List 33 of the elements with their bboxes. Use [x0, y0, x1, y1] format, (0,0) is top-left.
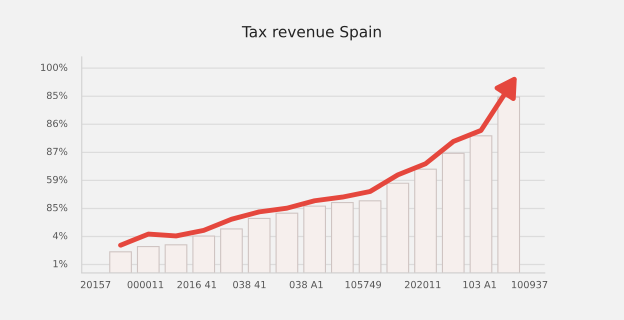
bar — [386, 182, 410, 273]
bar — [109, 251, 132, 273]
text: 87% — [46, 148, 68, 156]
text: 038 A1 — [290, 280, 323, 288]
bar — [414, 168, 437, 273]
bar — [192, 235, 216, 273]
bar — [164, 244, 188, 273]
text: 85% — [46, 92, 68, 100]
bar — [330, 202, 354, 273]
text: 20157 — [80, 280, 110, 288]
text: 4% — [52, 232, 68, 240]
bar — [358, 200, 382, 273]
text: 100% — [41, 64, 68, 71]
text: 100937 — [512, 280, 548, 288]
bar — [220, 228, 243, 273]
text: 103 A1 — [463, 280, 496, 288]
bar — [442, 152, 465, 273]
text: 86% — [46, 120, 68, 128]
text: 202011 — [404, 280, 440, 288]
bar — [276, 212, 298, 273]
bar — [303, 206, 326, 273]
bar — [497, 96, 520, 273]
text: 000011 — [128, 280, 164, 288]
text: 85% — [46, 204, 68, 212]
text: 105749 — [346, 280, 382, 288]
chart-title: Tax revenue Spain — [242, 26, 381, 40]
text: 1% — [54, 260, 68, 268]
bar — [248, 218, 271, 273]
bar — [470, 135, 492, 273]
bar — [136, 246, 160, 273]
text: 038 41 — [233, 280, 266, 288]
text: 59% — [46, 176, 68, 184]
text: 2016 41 — [177, 280, 216, 288]
